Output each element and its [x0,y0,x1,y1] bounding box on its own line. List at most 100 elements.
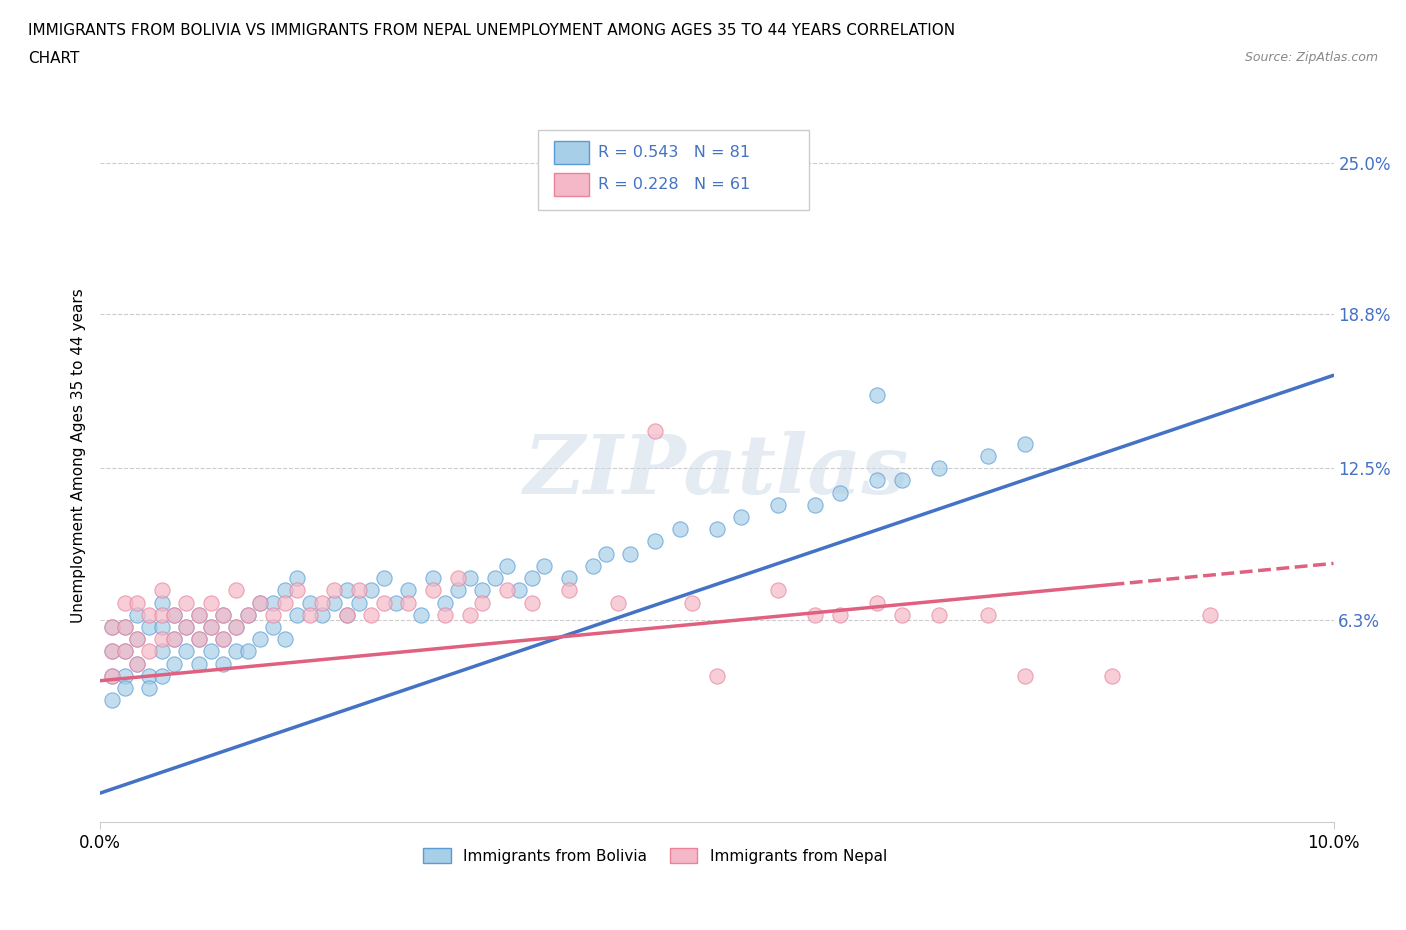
Text: CHART: CHART [28,51,80,66]
Point [262,619,284,634]
Point [706,669,728,684]
Point [262,595,284,610]
Point [830,485,852,500]
Point [127,607,149,622]
FancyBboxPatch shape [538,129,810,210]
Point [138,607,160,622]
Text: ZIPatlas: ZIPatlas [524,431,910,511]
Point [558,583,581,598]
Point [977,448,1000,463]
Point [804,607,827,622]
Point [360,583,382,598]
Point [236,607,259,622]
Point [373,595,395,610]
Point [225,644,247,658]
Point [607,595,630,610]
Point [249,595,271,610]
Point [890,473,912,488]
Point [187,607,209,622]
Point [101,619,124,634]
Point [508,583,530,598]
Point [225,619,247,634]
Point [287,583,309,598]
Point [262,607,284,622]
Point [298,607,321,622]
Point [471,583,494,598]
Point [101,669,124,684]
Text: R = 0.543   N = 81: R = 0.543 N = 81 [599,145,751,160]
Point [114,644,136,658]
Point [101,644,124,658]
Point [422,583,444,598]
Point [200,619,222,634]
Y-axis label: Unemployment Among Ages 35 to 44 years: Unemployment Among Ages 35 to 44 years [72,288,86,623]
Point [730,510,752,525]
Point [138,669,160,684]
Point [1199,607,1222,622]
Point [471,595,494,610]
Point [768,498,790,512]
Point [150,619,173,634]
Point [212,607,235,622]
Point [187,607,209,622]
Point [706,522,728,537]
Point [150,644,173,658]
Point [200,595,222,610]
Point [520,595,543,610]
Point [249,631,271,646]
Point [866,473,889,488]
Point [101,669,124,684]
Point [496,583,519,598]
Point [866,388,889,403]
Point [447,583,470,598]
Text: IMMIGRANTS FROM BOLIVIA VS IMMIGRANTS FROM NEPAL UNEMPLOYMENT AMONG AGES 35 TO 4: IMMIGRANTS FROM BOLIVIA VS IMMIGRANTS FR… [28,23,955,38]
Point [176,644,198,658]
Point [236,644,259,658]
Point [176,595,198,610]
Point [150,583,173,598]
Point [274,583,297,598]
Point [434,607,457,622]
Point [360,607,382,622]
Point [225,583,247,598]
Point [114,644,136,658]
Point [496,558,519,573]
Point [163,657,186,671]
Point [928,460,950,475]
Point [101,693,124,708]
Point [187,631,209,646]
Point [866,595,889,610]
Point [114,681,136,696]
Point [176,619,198,634]
Point [520,571,543,586]
Point [1014,669,1036,684]
Point [336,607,359,622]
Point [150,595,173,610]
Point [274,595,297,610]
Point [187,631,209,646]
Point [1014,436,1036,451]
Point [298,595,321,610]
Point [114,619,136,634]
Point [212,607,235,622]
Point [287,607,309,622]
Point [890,607,912,622]
Point [385,595,408,610]
Point [595,546,617,561]
Point [768,583,790,598]
Point [212,631,235,646]
Legend: Immigrants from Bolivia, Immigrants from Nepal: Immigrants from Bolivia, Immigrants from… [418,842,893,870]
Point [644,534,666,549]
Point [681,595,703,610]
Point [434,595,457,610]
Point [287,571,309,586]
Point [558,571,581,586]
Point [236,607,259,622]
Point [347,583,370,598]
Point [212,631,235,646]
Point [644,424,666,439]
Point [163,631,186,646]
Point [114,669,136,684]
Point [336,607,359,622]
Point [619,546,641,561]
